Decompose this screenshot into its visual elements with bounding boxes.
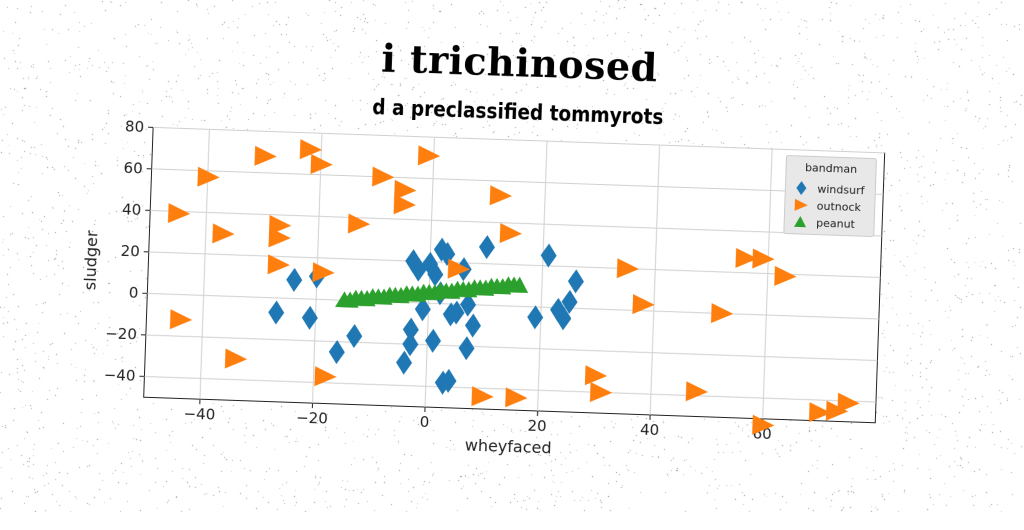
y-tick-label: −40 xyxy=(103,366,135,385)
x-tick-label: 20 xyxy=(527,417,547,436)
y-tick-label: 80 xyxy=(125,117,145,136)
x-tick-label: −40 xyxy=(183,405,215,424)
y-tick-label: 60 xyxy=(123,159,143,178)
x-tick-label: 40 xyxy=(640,421,660,440)
legend: bandman windsurf outnock peanut xyxy=(784,156,877,237)
legend-title: bandman xyxy=(805,161,858,176)
x-axis-label: wheyfaced xyxy=(464,435,551,457)
plot-area xyxy=(144,127,885,422)
y-tick-label: 0 xyxy=(128,284,138,302)
x-tick-label: −20 xyxy=(296,409,328,428)
legend-label-peanut: peanut xyxy=(816,217,856,231)
y-axis-label: sludger xyxy=(80,230,101,291)
y-tick-label: −20 xyxy=(105,325,137,344)
y-tick-label: 20 xyxy=(120,242,140,261)
legend-label-windsurf: windsurf xyxy=(817,183,866,198)
y-tick-label: 40 xyxy=(122,200,142,219)
x-tick-label: 0 xyxy=(419,413,429,431)
legend-label-outnock: outnock xyxy=(817,200,862,215)
